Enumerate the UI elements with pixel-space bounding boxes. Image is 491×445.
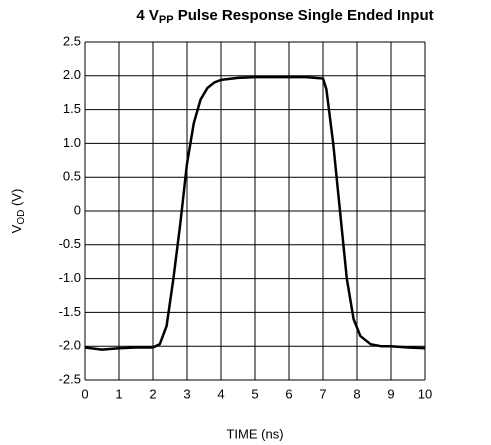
y-tick-label: 2.5 <box>63 33 81 48</box>
x-tick-label: 6 <box>285 386 292 401</box>
y-tick-label: -1.5 <box>59 304 81 319</box>
y-tick-label: -1.0 <box>59 270 81 285</box>
y-tick-label: 1.5 <box>63 101 81 116</box>
y-tick-label: -2.0 <box>59 338 81 353</box>
x-tick-label: 7 <box>319 386 326 401</box>
x-tick-label: 0 <box>81 386 88 401</box>
y-tick-label: -2.5 <box>59 371 81 386</box>
y-tick-label: 2.0 <box>63 67 81 82</box>
y-axis-label: VOD (V) <box>9 189 26 234</box>
chart-title: 4 VPP Pulse Response Single Ended Input <box>136 7 433 26</box>
x-tick-label: 2 <box>149 386 156 401</box>
x-tick-label: 9 <box>387 386 394 401</box>
x-tick-label: 3 <box>183 386 190 401</box>
y-tick-label: 0 <box>74 202 81 217</box>
x-tick-label: 1 <box>115 386 122 401</box>
x-tick-label: 10 <box>418 386 432 401</box>
data-line <box>84 75 426 351</box>
x-tick-label: 8 <box>353 386 360 401</box>
x-tick-label: 4 <box>217 386 224 401</box>
x-tick-label: 5 <box>251 386 258 401</box>
x-axis-label: TIME (ns) <box>226 426 283 441</box>
y-tick-label: 0.5 <box>63 169 81 184</box>
y-tick-label: 1.0 <box>63 135 81 150</box>
y-tick-label: -0.5 <box>59 236 81 251</box>
